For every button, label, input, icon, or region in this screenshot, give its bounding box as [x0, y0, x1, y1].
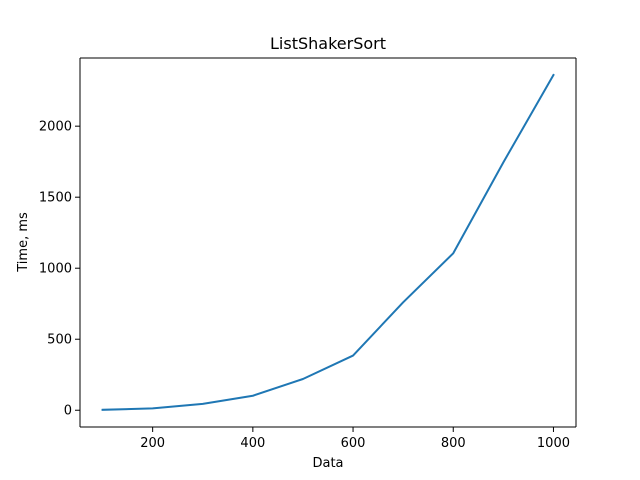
x-axis-ticks: 200 400 600 800 1000: [140, 427, 570, 451]
y-axis-label: Time, ms: [16, 212, 31, 273]
x-tick-label: 800: [441, 436, 466, 451]
y-axis-ticks: 0 500 1000 1500 2000: [39, 120, 80, 419]
series-line: [101, 73, 555, 411]
y-tick-label: 1000: [39, 262, 72, 277]
y-tick-label: 2000: [39, 120, 72, 135]
x-tick-label: 600: [341, 436, 366, 451]
y-tick-label: 0: [64, 404, 72, 419]
y-tick-label: 1500: [39, 191, 72, 206]
plot-area: [80, 58, 576, 427]
y-tick-label: 500: [47, 333, 72, 348]
x-tick-label: 200: [140, 436, 165, 451]
series-layer: [101, 73, 555, 411]
x-tick-label: 1000: [537, 436, 570, 451]
axes-frame: [79, 57, 577, 428]
x-axis-label: Data: [312, 456, 343, 471]
x-tick-label: 400: [240, 436, 265, 451]
chart-title: ListShakerSort: [270, 34, 386, 53]
